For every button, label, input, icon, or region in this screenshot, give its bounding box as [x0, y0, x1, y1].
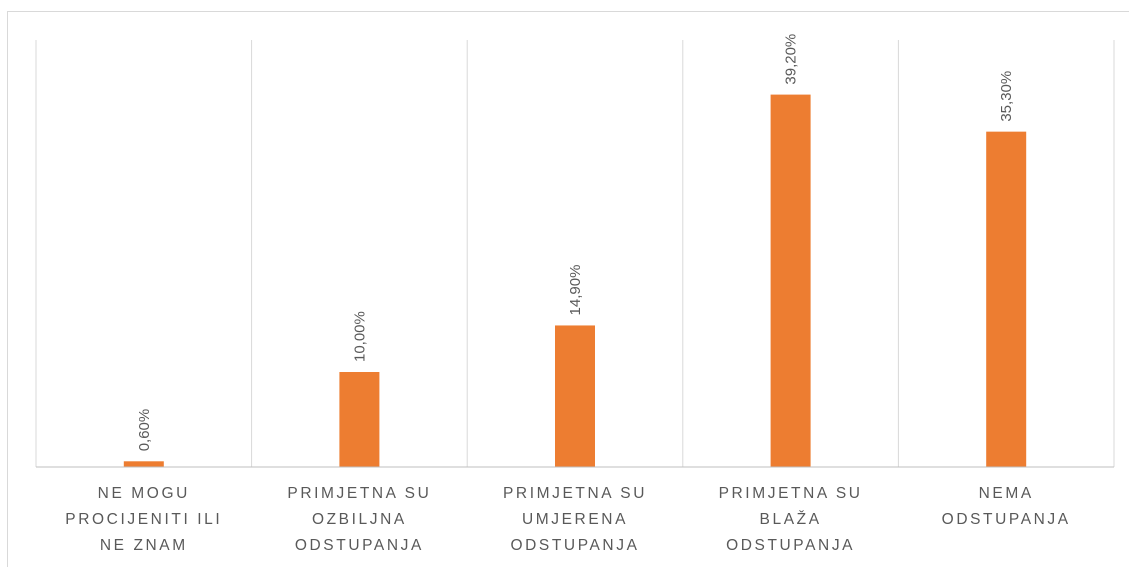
data-labels: 0,60% 10,00% 14,90% 39,20% 35,30% — [136, 34, 1015, 452]
category-label-line: NEMA — [978, 485, 1034, 502]
data-label: 35,30% — [998, 71, 1015, 122]
category-label-line: ODSTUPANJA — [294, 537, 424, 554]
category-label-line: NE MOGU — [97, 485, 190, 502]
category-label-line: UMJERENA — [521, 511, 629, 528]
bars — [123, 94, 1027, 467]
category-label: PRIMJETNA SU UMJERENA ODSTUPANJA — [467, 481, 683, 559]
category-label-line: ODSTUPANJA — [510, 537, 640, 554]
data-label: 14,90% — [567, 265, 584, 316]
bar — [123, 461, 164, 467]
category-label: PRIMJETNA SU OZBILJNA ODSTUPANJA — [252, 481, 468, 559]
category-label-line: ODSTUPANJA — [726, 537, 856, 554]
category-label-line: ODSTUPANJA — [941, 511, 1071, 528]
data-label: 39,20% — [783, 34, 800, 85]
category-label-line: PRIMJETNA SU — [502, 485, 647, 502]
category-label-line: NE ZNAM — [99, 537, 188, 554]
bar — [555, 325, 595, 467]
category-label-line: PROCIJENITI ILI — [65, 511, 223, 528]
category-gridlines — [35, 40, 1115, 467]
category-label-line: PRIMJETNA SU — [718, 485, 863, 502]
category-label: PRIMJETNA SU BLAŽA ODSTUPANJA — [683, 481, 899, 559]
bar — [986, 131, 1027, 467]
data-label: 0,60% — [136, 409, 153, 452]
category-label-line: BLAŽA — [759, 511, 822, 528]
category-label: NEMA ODSTUPANJA — [898, 481, 1114, 533]
chart-frame — [7, 11, 1129, 567]
bar — [770, 94, 811, 467]
bar — [339, 372, 380, 467]
category-label: NE MOGU PROCIJENITI ILI NE ZNAM — [36, 481, 252, 559]
data-label: 10,00% — [351, 311, 368, 362]
category-label-line: OZBILJNA — [311, 511, 407, 528]
category-label-line: PRIMJETNA SU — [287, 485, 432, 502]
